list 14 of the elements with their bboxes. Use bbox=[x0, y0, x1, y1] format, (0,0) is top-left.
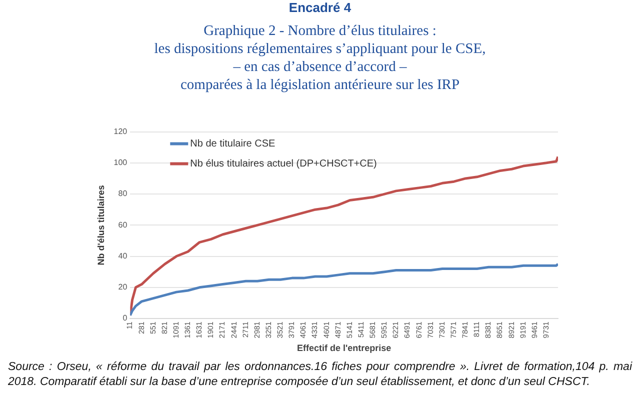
y-tick-label: 80 bbox=[118, 189, 128, 198]
y-tick-label: 20 bbox=[118, 282, 128, 292]
y-tick-label: 40 bbox=[118, 251, 128, 260]
chart-subtitle: Graphique 2 - Nombre d’élus titulaires : les dispositions réglementaires s’appliquant pour le CSE, – en cas d’absence d’accord – comparées à la législation antérieure sur les IRP bbox=[153, 22, 487, 94]
legend-label: Nb de titulaire CSE bbox=[190, 138, 276, 150]
chart-title: Encadré 4 bbox=[288, 0, 352, 15]
source-note: Source : Orseu, « réforme du travail par les ordonnances.16 fiches pour comprendre ». Livret de formation,104 p. mai 2018. Comparatif établi sur la base d’une entreprise composée d’un seul établissement, et donc d’un seul CHSCT. bbox=[8, 360, 632, 390]
x-axis-title: Effectif de l'entreprise bbox=[296, 343, 392, 354]
y-axis-title: Nb d'élus titulaires bbox=[96, 185, 106, 266]
y-tick-label: 100 bbox=[114, 158, 128, 168]
y-tick-label: 0 bbox=[122, 314, 128, 323]
legend-label: Nb élus titulaires actuel (DP+CHSCT+CE) bbox=[190, 158, 377, 170]
y-tick-label: 120 bbox=[114, 127, 128, 136]
y-tick-label: 60 bbox=[118, 220, 128, 230]
